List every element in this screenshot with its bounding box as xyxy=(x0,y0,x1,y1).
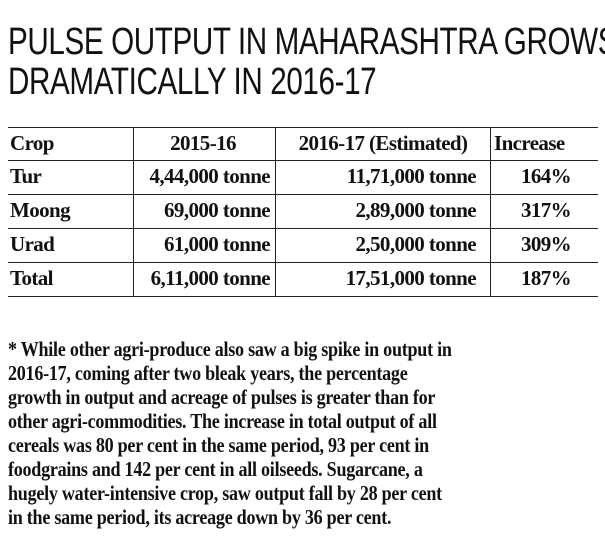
table-cell: 309% xyxy=(520,232,572,256)
column-divider xyxy=(275,127,276,296)
table-cell: 2,50,000 tonne xyxy=(355,232,476,256)
row-divider xyxy=(8,262,598,263)
footnote-line: 2016-17, coming after two bleak years, t… xyxy=(8,361,408,385)
row-label: Tur xyxy=(10,164,42,188)
row-label: Moong xyxy=(10,198,71,222)
table-cell: 17,51,000 tonne xyxy=(345,266,477,290)
table-cell: 4,44,000 tonne xyxy=(149,164,270,188)
row-divider xyxy=(8,160,598,161)
table-cell: 317% xyxy=(520,198,572,222)
title-line: PULSE OUTPUT IN MAHARASHTRA GROWS xyxy=(8,21,605,63)
column-divider xyxy=(133,127,134,296)
column-header: 2016-17 (Estimated) xyxy=(298,131,468,155)
column-divider xyxy=(490,127,491,296)
row-label: Urad xyxy=(10,232,55,256)
table-cell: 11,71,000 tonne xyxy=(346,164,477,188)
footnote-line: cereals was 80 per cent in the same peri… xyxy=(8,433,429,457)
footnote-line: hugely water-intensive crop, saw output … xyxy=(8,481,442,505)
row-divider xyxy=(8,296,598,297)
table-cell: 61,000 tonne xyxy=(164,232,271,256)
title-line: DRAMATICALLY IN 2016-17 xyxy=(8,61,377,103)
footnote-line: growth in output and acreage of pulses i… xyxy=(8,385,436,409)
row-label: Total xyxy=(10,266,54,290)
table-cell: 164% xyxy=(520,164,572,188)
table-cell: 187% xyxy=(520,266,572,290)
column-header: 2015-16 xyxy=(170,131,236,155)
footnote-line: foodgrains and 142 per cent in all oilse… xyxy=(8,457,423,481)
row-divider xyxy=(8,194,598,195)
row-divider xyxy=(8,127,598,128)
column-header: Increase xyxy=(494,131,565,155)
row-divider xyxy=(8,228,598,229)
footnote-line: other agri-commodities. The increase in … xyxy=(8,409,437,433)
footnote-line: * While other agri-produce also saw a bi… xyxy=(8,337,452,361)
footnote-line: in the same period, its acreage down by … xyxy=(8,505,392,529)
table-cell: 69,000 tonne xyxy=(164,198,271,222)
table-cell: 2,89,000 tonne xyxy=(355,198,476,222)
table-cell: 6,11,000 tonne xyxy=(150,266,271,290)
column-header: Crop xyxy=(10,131,54,155)
